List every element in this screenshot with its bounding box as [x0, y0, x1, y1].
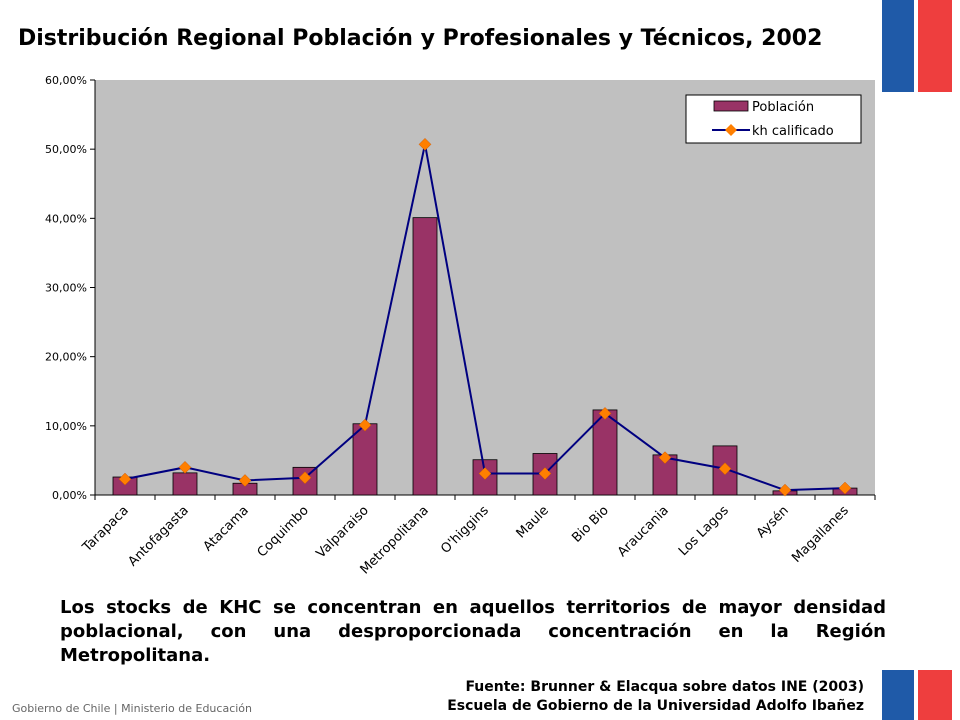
line-marker [718, 462, 732, 476]
bar [412, 217, 438, 496]
chart-title: Distribución Regional Población y Profes… [18, 26, 823, 51]
chart-area: 0,00% 10,00% 20,00% 30,00% 40,00% 50,00% 60,00… [45, 74, 876, 577]
chile-flag-top [882, 0, 954, 92]
line-marker [298, 471, 312, 485]
x-tick-label: Los Lagos [676, 503, 732, 559]
bar [352, 423, 378, 496]
legend: Población kh calificado [685, 94, 862, 144]
y-tick-label: 10,00% [45, 420, 87, 433]
legend-label-kh-calificado: kh calificado [752, 124, 834, 139]
x-tick-label: Valparaiso [314, 503, 372, 561]
y-tick-label: 50,00% [45, 143, 87, 156]
x-tick-label: Maule [514, 503, 552, 541]
line-marker [778, 483, 792, 497]
line-marker [238, 474, 252, 487]
legend-marker-swatch [725, 124, 737, 136]
legend-bar-swatch [713, 100, 749, 112]
chile-flag-bottom [882, 670, 954, 720]
x-tick-label: O'higgins [438, 503, 492, 557]
footer-text: Gobierno de Chile | Ministerio de Educac… [12, 702, 253, 715]
bar [172, 472, 198, 496]
x-tick-label: Antofagasta [126, 503, 192, 569]
plot-background [95, 80, 875, 495]
bar-series [112, 217, 858, 496]
y-tick-label: 0,00% [52, 489, 87, 502]
y-tick-label: 40,00% [45, 212, 87, 225]
legend-label-poblacion: Población [752, 100, 814, 115]
source-line-1: Fuente: Brunner & Elacqua sobre datos IN… [465, 679, 864, 695]
x-tick-label: Magallanes [789, 503, 852, 566]
line-marker [838, 481, 852, 495]
line-series [118, 137, 852, 497]
source-note: Fuente: Brunner & Elacqua sobre datos IN… [447, 678, 864, 716]
conclusion-text: Los stocks de KHC se concentran en aquel… [60, 597, 886, 666]
x-tick-label: Bio Bio [569, 503, 612, 546]
line-marker [658, 451, 672, 465]
y-tick-label: 60,00% [45, 74, 87, 87]
line-marker [358, 418, 372, 432]
line-marker [478, 467, 492, 480]
line-marker [418, 137, 432, 151]
y-axis: 0,00% 10,00% 20,00% 30,00% 40,00% 50,00% 60,00… [45, 74, 96, 502]
x-tick-label: Aysén [754, 503, 792, 541]
y-tick-label: 30,00% [45, 282, 87, 295]
bar [592, 409, 618, 496]
line-marker [538, 467, 552, 480]
x-tick-label: Tarapaca [79, 503, 132, 556]
line-marker [598, 407, 612, 420]
line-marker [178, 460, 192, 474]
x-tick-label: Araucania [615, 503, 672, 560]
x-tick-label: Atacama [201, 503, 252, 554]
y-tick-label: 20,00% [45, 351, 87, 364]
source-line-2: Escuela de Gobierno de la Universidad Ad… [447, 698, 864, 714]
x-tick-label: Coquimbo [255, 503, 312, 560]
line-marker [118, 472, 132, 486]
